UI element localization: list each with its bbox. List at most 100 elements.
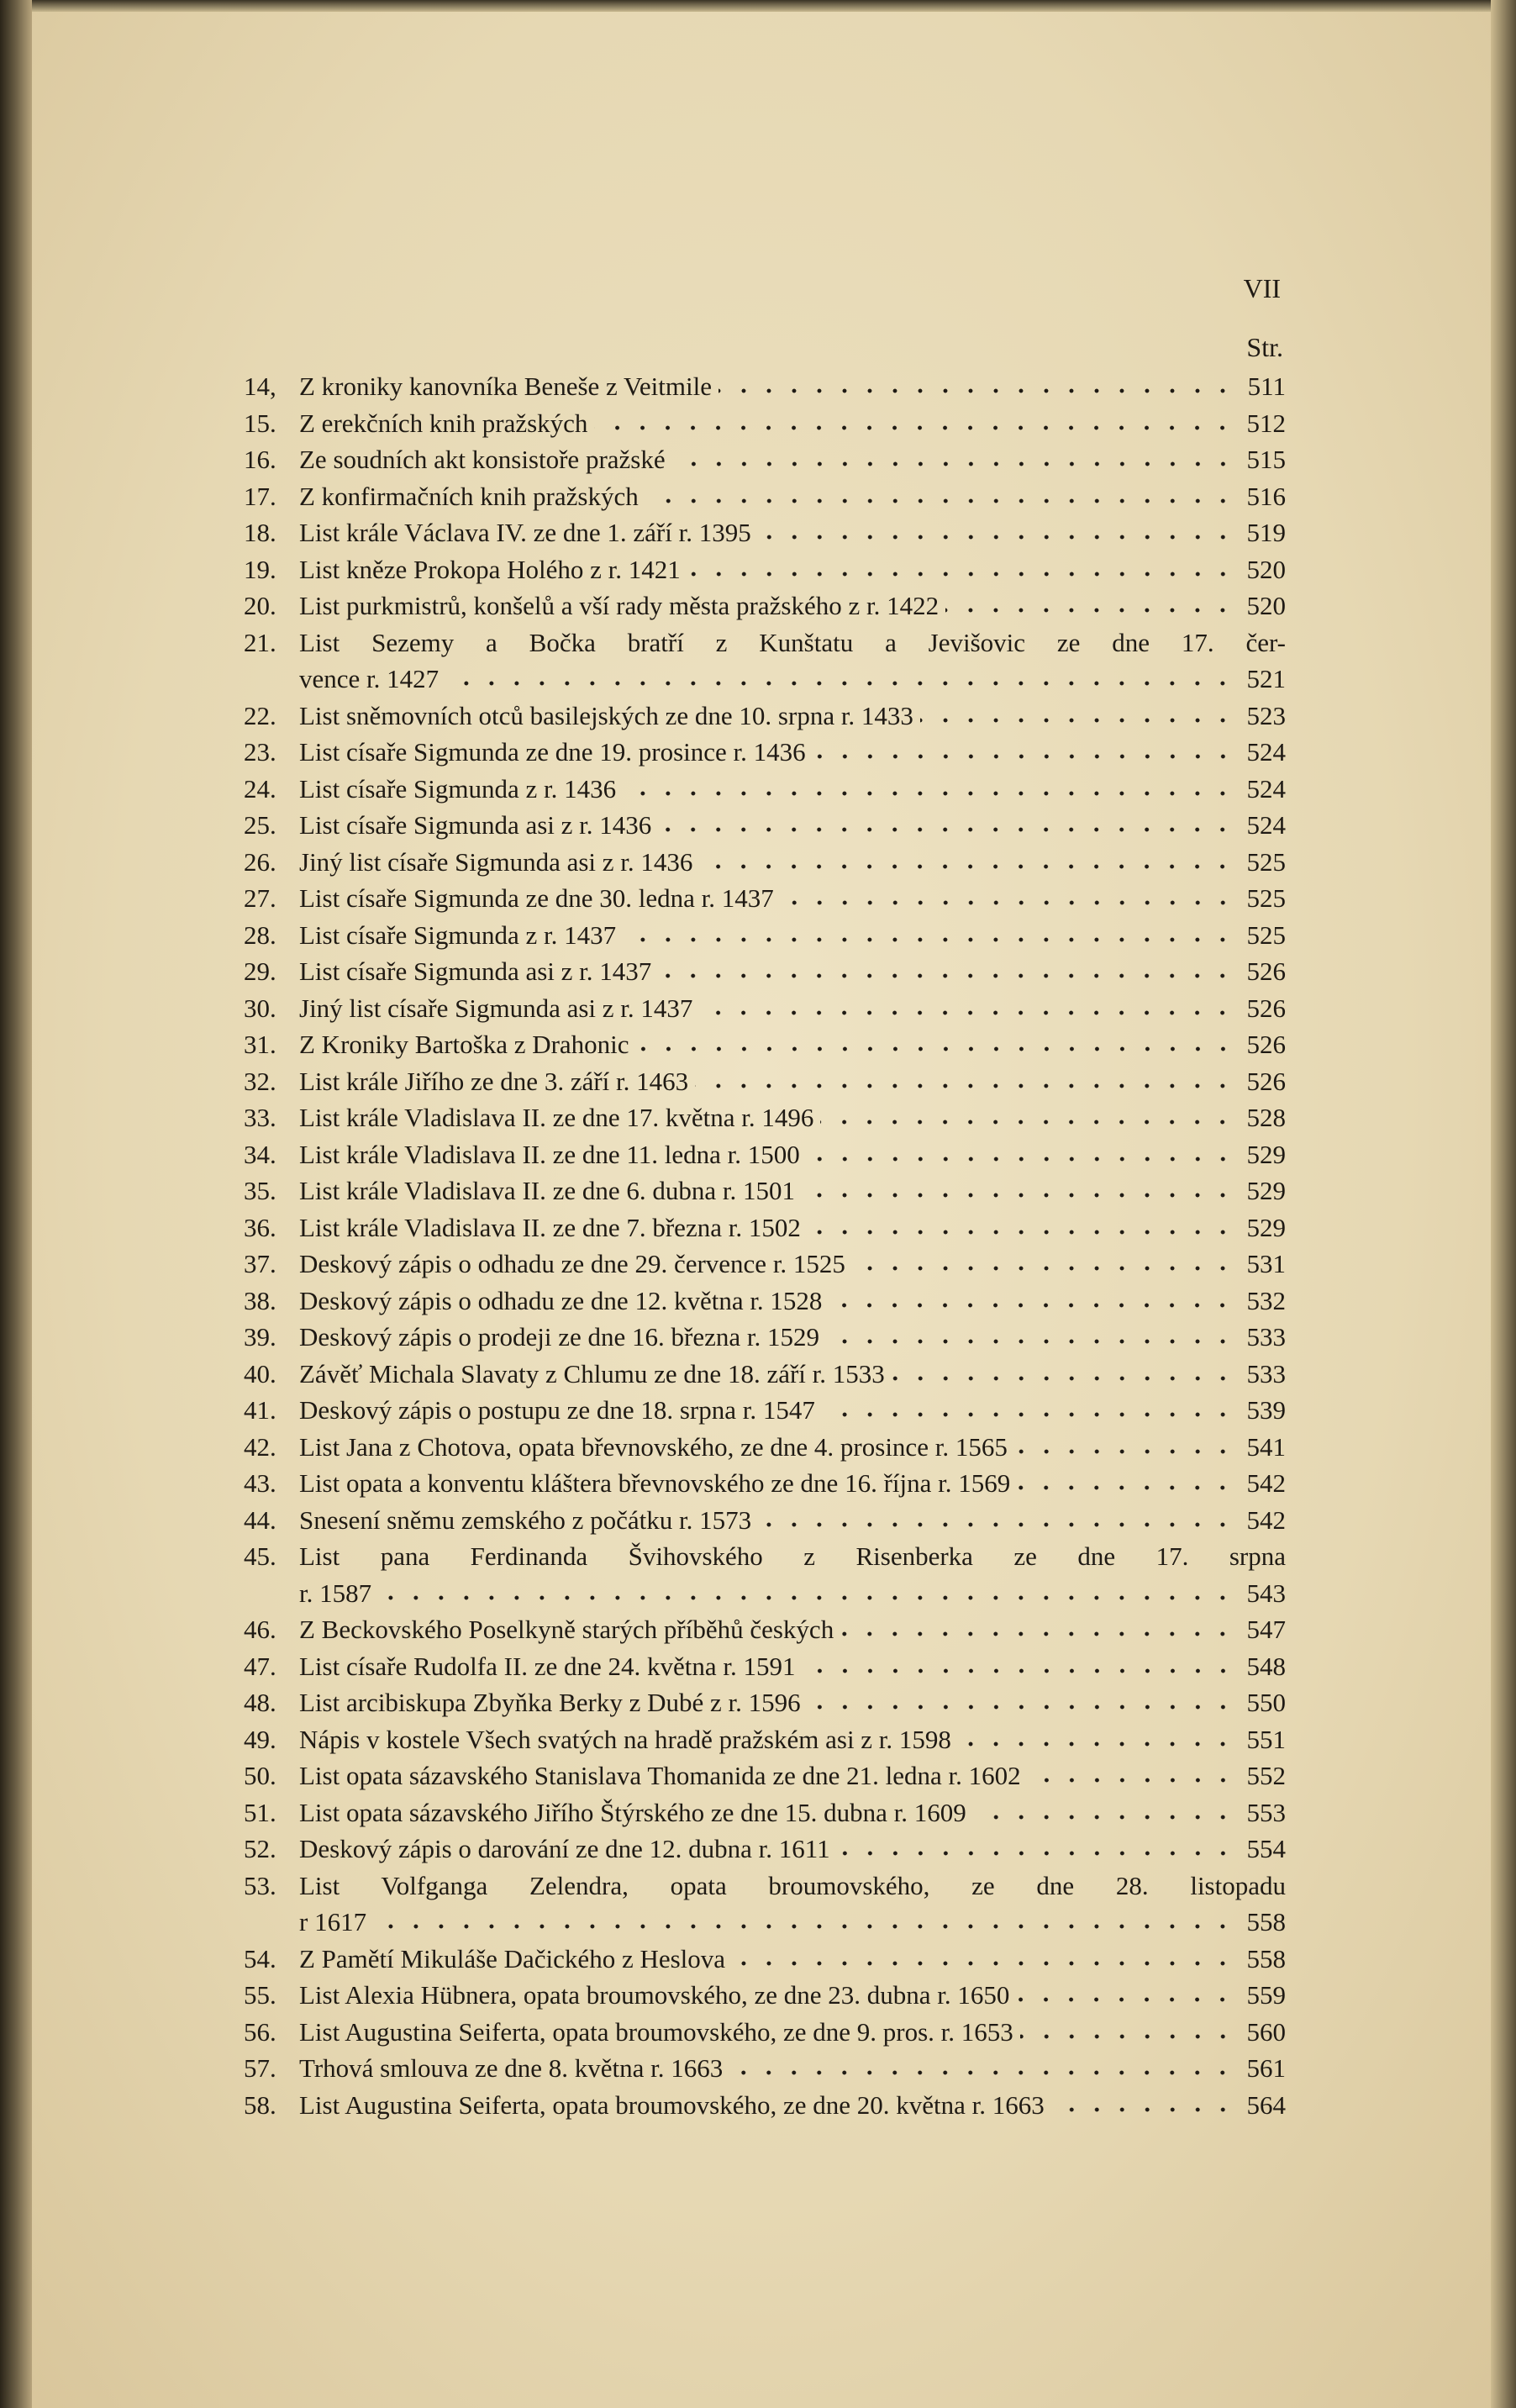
dot-leader	[719, 387, 1235, 395]
dot-leader	[645, 496, 1235, 505]
entry-page: 548	[1246, 1651, 1287, 1681]
entry-row: 31. Z Kroniky Bartoška z Drahonic 526	[244, 1026, 1286, 1063]
entry-title: List císaře Sigmunda z r. 1436	[299, 773, 617, 804]
entry-row: 48. List arcibiskupa Zbyňka Berky z Dubé …	[244, 1684, 1286, 1721]
entry-row: 23. List císaře Sigmunda ze dne 19. prosi…	[244, 734, 1286, 771]
entry-number: 14,	[244, 371, 276, 401]
dot-leader	[623, 935, 1235, 944]
entry-number: 21.	[244, 627, 276, 657]
entry-row: 15. Z erekčních knih pražských 512	[244, 405, 1286, 442]
entry-row: 56. List Augustina Seiferta, opata broumo…	[244, 2014, 1286, 2051]
entry-number: 22.	[244, 700, 276, 730]
entry-number: 53.	[244, 1870, 276, 1900]
entry-number: 33.	[244, 1103, 276, 1132]
entry-row: 37. Deskový zápis o odhadu ze dne 29. čer…	[244, 1246, 1286, 1283]
entry-title: Deskový zápis o odhadu ze dne 12. května…	[299, 1285, 823, 1315]
dot-leader	[840, 1630, 1235, 1638]
entry-row: 51. List opata sázavského Jiřího Štýrskéh…	[244, 1794, 1286, 1831]
entry-title: Ze soudních akt konsistoře pražské	[299, 445, 666, 474]
entry-title: List Alexia Hübnera, opata broumovského,…	[299, 1980, 1010, 2010]
dot-leader	[812, 752, 1235, 761]
dot-leader	[807, 1703, 1235, 1711]
entry-title: List císaře Rudolfa II. ze dne 24. květn…	[299, 1651, 796, 1681]
entry-title: List krále Vladislava II. ze dne 6. dubn…	[299, 1176, 795, 1205]
entry-number: 43.	[244, 1468, 276, 1498]
dot-leader	[594, 423, 1235, 432]
dot-leader	[780, 898, 1235, 907]
entry-row: 33. List krále Vladislava II. ze dne 17. …	[244, 1099, 1286, 1136]
entry-page: 525	[1246, 919, 1287, 950]
entry-page: 554	[1246, 1834, 1287, 1863]
entry-page: 552	[1246, 1761, 1287, 1790]
entry-page: 526	[1246, 1066, 1287, 1096]
entry-title: Trhová smlouva ze dne 8. května r. 1663	[299, 2053, 724, 2083]
dot-leader	[378, 1593, 1235, 1602]
entry-title: Deskový zápis o odhadu ze dne 29. červen…	[299, 1249, 845, 1278]
entry-title: List kněze Prokopa Holého z r. 1421	[299, 554, 681, 584]
entry-row: 34. List krále Vladislava II. ze dne 11. …	[244, 1136, 1286, 1173]
entry-title: List Sezemy a Bočka bratří z Kunštatu a …	[299, 627, 1286, 657]
entry-title: List Augustina Seiferta, opata broumovsk…	[299, 2016, 1013, 2047]
entry-title: List císaře Sigmunda asi z r. 1437	[299, 956, 652, 986]
entry-number: 38.	[244, 1285, 276, 1315]
entry-number: 57.	[244, 2053, 276, 2083]
page-edge	[1491, 0, 1516, 2408]
entry-page: 533	[1246, 1322, 1287, 1352]
entry-number: 54.	[244, 1943, 276, 1973]
entry-number: 49.	[244, 1724, 276, 1754]
entry-page: 529	[1246, 1176, 1287, 1205]
entry-page: 553	[1246, 1797, 1287, 1827]
entry-page: 511	[1247, 371, 1286, 401]
entry-page: 558	[1246, 1907, 1287, 1936]
entry-row: 43. List opata a konventu kláštera břevno…	[244, 1465, 1286, 1502]
entry-number: 24.	[244, 773, 276, 804]
dot-leader	[945, 606, 1235, 614]
entry-title: List arcibiskupa Zbyňka Berky z Dubé z r…	[299, 1688, 801, 1717]
entry-number: 28.	[244, 919, 276, 950]
entry-number: 39.	[244, 1322, 276, 1352]
dot-leader	[821, 1410, 1235, 1419]
entry-row: 49. Nápis v kostele Všech svatých na hrad…	[244, 1721, 1286, 1758]
entry-number: 51.	[244, 1797, 276, 1827]
dot-leader	[1016, 1995, 1235, 2004]
entry-number: 30.	[244, 993, 276, 1023]
entry-row: 39. Deskový zápis o prodeji ze dne 16. bř…	[244, 1319, 1286, 1356]
entry-page: 543	[1246, 1578, 1287, 1608]
entry-page: 524	[1246, 773, 1287, 804]
entry-page: 531	[1246, 1249, 1287, 1278]
entry-page: 521	[1246, 664, 1287, 693]
entry-page: 523	[1246, 700, 1287, 730]
dot-leader	[445, 679, 1235, 688]
entry-row: 26. Jiný list císaře Sigmunda asi z r. 14…	[244, 844, 1286, 881]
entry-row: r. 1587 543	[244, 1575, 1286, 1612]
entry-row: 24. List císaře Sigmunda z r. 1436 524	[244, 771, 1286, 808]
entry-number: 35.	[244, 1176, 276, 1205]
entry-row: 57. Trhová smlouva ze dne 8. května r. 16…	[244, 2050, 1286, 2087]
page-edge	[0, 0, 1516, 12]
entry-number: 37.	[244, 1249, 276, 1278]
entry-title: List opata sázavského Stanislava Thomani…	[299, 1761, 1021, 1790]
dot-leader	[1050, 2105, 1235, 2114]
dot-leader	[829, 1300, 1235, 1309]
entry-row: 29. List císaře Sigmunda asi z r. 1437 526	[244, 953, 1286, 990]
dot-leader	[658, 825, 1235, 834]
dot-leader	[851, 1264, 1235, 1272]
entry-title: Deskový zápis o darování ze dne 12. dubn…	[299, 1834, 830, 1863]
entry-row: 25. List císaře Sigmunda asi z r. 1436 524	[244, 807, 1286, 844]
entry-title: List krále Vladislava II. ze dne 11. led…	[299, 1139, 800, 1169]
entry-page: 551	[1246, 1724, 1287, 1754]
entry-row: 35. List krále Vladislava II. ze dne 6. d…	[244, 1172, 1286, 1209]
entry-page: 520	[1246, 591, 1287, 620]
entry-row: vence r. 1427 521	[244, 661, 1286, 698]
entry-page: 532	[1246, 1285, 1287, 1315]
dot-leader	[807, 1227, 1235, 1236]
entry-title: List purkmistrů, konšelů a vší rady měst…	[299, 591, 940, 620]
entry-page: 524	[1246, 810, 1287, 840]
entry-number: 50.	[244, 1761, 276, 1790]
entry-row: 55. List Alexia Hübnera, opata broumovské…	[244, 1977, 1286, 2014]
entry-row: 20. List purkmistrů, konšelů a vší rady m…	[244, 588, 1286, 624]
entry-title: List císaře Sigmunda ze dne 19. prosince…	[299, 737, 806, 767]
dot-leader	[972, 1812, 1235, 1821]
entry-title: Z erekčních knih pražských	[299, 408, 588, 438]
